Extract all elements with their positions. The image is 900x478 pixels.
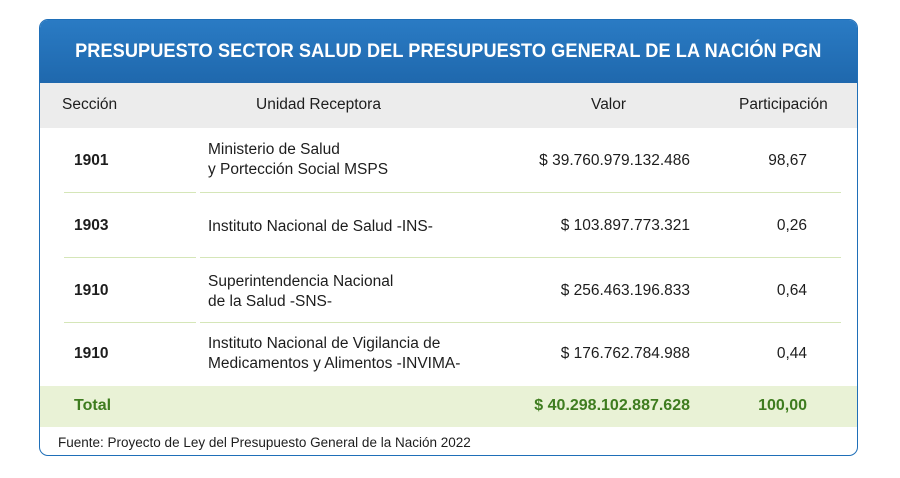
- row-valor: $ 176.762.784.988: [560, 345, 690, 362]
- table-row: 1910 Superintendencia Nacional de la Sal…: [40, 258, 857, 322]
- row-separator: [40, 322, 857, 323]
- row-participacion: 0,44: [776, 345, 807, 362]
- row-unidad-line2: y Portección Social MSPS: [208, 161, 389, 178]
- table-row: 1901 Ministerio de Salud y Portección So…: [40, 137, 857, 201]
- row-seccion: 1910: [74, 345, 109, 362]
- row-seccion: 1901: [74, 152, 109, 169]
- row-seccion: 1910: [74, 282, 109, 299]
- table-title: PRESUPUESTO SECTOR SALUD DEL PRESUPUESTO…: [75, 40, 822, 62]
- column-header-unidad: Unidad Receptora: [256, 96, 381, 113]
- row-separator: [40, 257, 857, 258]
- budget-table-card: PRESUPUESTO SECTOR SALUD DEL PRESUPUESTO…: [39, 19, 858, 456]
- row-separator: [40, 192, 857, 193]
- column-header-valor: Valor: [591, 96, 627, 113]
- total-valor: $ 40.298.102.887.628: [534, 397, 690, 414]
- row-valor: $ 256.463.196.833: [560, 282, 690, 299]
- row-valor: $ 39.760.979.132.486: [539, 152, 690, 169]
- row-unidad-line1: Ministerio de Salud: [208, 141, 340, 158]
- row-unidad-line1: Instituto Nacional de Salud -INS-: [208, 218, 433, 235]
- column-header-seccion: Sección: [62, 96, 118, 113]
- row-valor: $ 103.897.773.321: [560, 217, 690, 234]
- row-unidad: Instituto Nacional de Vigilancia de Medi…: [208, 334, 508, 374]
- total-row: Total $ 40.298.102.887.628 100,00: [40, 386, 857, 427]
- row-unidad: Ministerio de Salud y Portección Social …: [208, 140, 508, 180]
- row-unidad: Instituto Nacional de Salud -INS-: [208, 217, 508, 237]
- row-unidad-line1: Instituto Nacional de Vigilancia de: [208, 335, 441, 352]
- row-participacion: 98,67: [768, 152, 807, 169]
- row-participacion: 0,64: [776, 282, 807, 299]
- row-unidad: Superintendencia Nacional de la Salud -S…: [208, 272, 508, 312]
- row-seccion: 1903: [74, 217, 109, 234]
- row-unidad-line1: Superintendencia Nacional: [208, 273, 394, 290]
- title-bar: PRESUPUESTO SECTOR SALUD DEL PRESUPUESTO…: [40, 20, 857, 83]
- row-unidad-line2: Medicamentos y Alimentos -INVIMA-: [208, 355, 461, 372]
- total-participacion: 100,00: [758, 397, 807, 414]
- column-header-participacion: Participación: [739, 96, 828, 113]
- table-row: 1910 Instituto Nacional de Vigilancia de…: [40, 323, 857, 386]
- row-participacion: 0,26: [776, 217, 807, 234]
- total-label: Total: [74, 397, 112, 414]
- source-note: Fuente: Proyecto de Ley del Presupuesto …: [58, 435, 471, 450]
- table-row: 1903 Instituto Nacional de Salud -INS- $…: [40, 193, 857, 257]
- table-header-row: Sección Unidad Receptora Valor Participa…: [40, 83, 857, 128]
- row-unidad-line2: de la Salud -SNS-: [208, 293, 333, 310]
